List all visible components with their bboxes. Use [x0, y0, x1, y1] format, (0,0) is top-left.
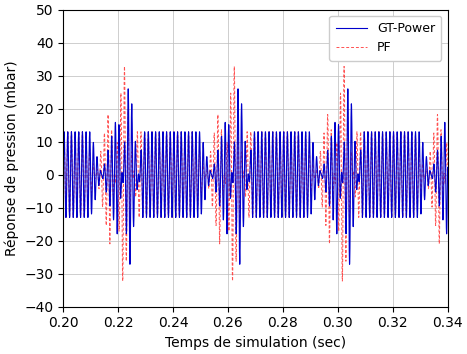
X-axis label: Temps de simulation (sec): Temps de simulation (sec) [165, 336, 346, 350]
PF [235, 115, 241, 119]
PF [280, 167, 286, 172]
GT-Power [165, 192, 170, 196]
PF [165, 196, 170, 201]
PF [445, 189, 451, 193]
GT-Power [240, 212, 246, 217]
Line: PF: PF [63, 67, 448, 281]
GT-Power [362, 172, 368, 177]
GT-Power [180, 214, 186, 218]
Line: GT-Power: GT-Power [63, 89, 448, 264]
PF [120, 279, 126, 283]
PF [180, 212, 186, 216]
GT-Power [445, 152, 451, 156]
GT-Power [235, 88, 241, 92]
GT-Power [280, 172, 286, 177]
PF [341, 64, 347, 69]
PF [60, 172, 66, 177]
Legend: GT-Power, PF: GT-Power, PF [329, 16, 441, 61]
GT-Power [345, 87, 351, 91]
PF [240, 176, 246, 181]
Y-axis label: Réponse de pression (mbar): Réponse de pression (mbar) [4, 60, 19, 256]
PF [362, 172, 368, 177]
GT-Power [60, 172, 66, 177]
GT-Power [347, 262, 353, 267]
